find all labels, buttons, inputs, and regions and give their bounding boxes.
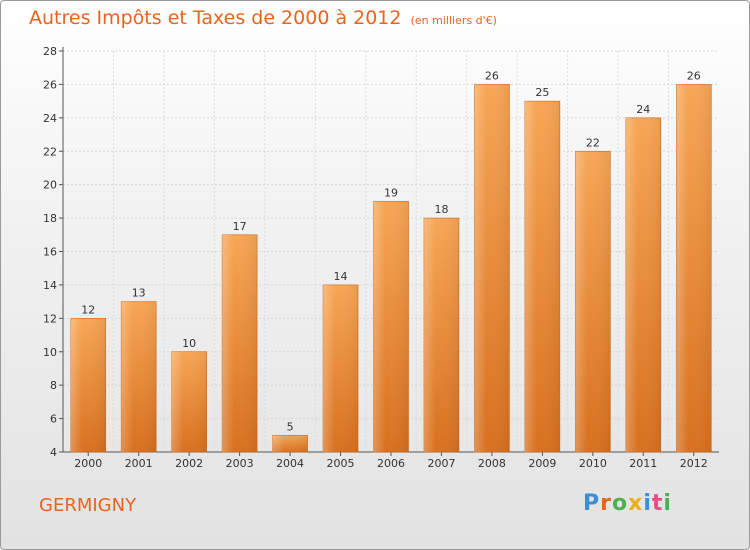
y-tick-label-28: 28 xyxy=(43,45,57,58)
y-tick-label-12: 12 xyxy=(43,312,57,325)
logo-letter: o xyxy=(611,491,629,516)
x-tick-label-2008: 2008 xyxy=(478,457,506,470)
data-label-2009: 25 xyxy=(535,86,549,99)
logo-letter: x xyxy=(628,491,644,516)
x-tick-label-2004: 2004 xyxy=(276,457,304,470)
x-tick-label-2011: 2011 xyxy=(629,457,657,470)
x-tick-label-2012: 2012 xyxy=(680,457,708,470)
x-tick-label-2010: 2010 xyxy=(579,457,607,470)
chart-title-block: Autres Impôts et Taxes de 2000 à 2012 (e… xyxy=(29,7,497,29)
y-tick-label-4: 4 xyxy=(50,446,57,459)
data-label-2000: 12 xyxy=(81,303,95,316)
data-label-2012: 26 xyxy=(687,69,701,82)
data-label-2008: 26 xyxy=(485,69,499,82)
x-tick-label-2006: 2006 xyxy=(377,457,405,470)
logo-letter: r xyxy=(600,491,612,516)
proxiti-logo[interactable]: Proxiti xyxy=(583,491,672,516)
chart-unit-note: (en milliers d'€) xyxy=(410,14,497,27)
bar-shine-2011 xyxy=(625,117,661,452)
bar-shine-2002 xyxy=(171,351,207,452)
bar-shine-2005 xyxy=(323,284,359,452)
bars xyxy=(70,84,712,453)
y-tick-label-10: 10 xyxy=(43,346,57,359)
data-label-2006: 19 xyxy=(384,186,398,199)
bar-shine-2009 xyxy=(524,101,560,452)
data-label-2011: 24 xyxy=(636,103,650,116)
x-tick-label-2003: 2003 xyxy=(226,457,254,470)
logo-letter: P xyxy=(583,491,601,516)
logo-letter: i xyxy=(663,491,672,516)
bar-shine-2006 xyxy=(373,201,409,452)
bar-shine-2000 xyxy=(70,318,106,452)
logo-letter: t xyxy=(651,491,664,516)
data-label-2005: 14 xyxy=(334,270,348,283)
bar-shine-2012 xyxy=(676,84,712,453)
axes: 4 6 8 10 12 14 16 18 20 22 24 26 28 2000 2001 2002 2003 2… xyxy=(43,45,719,470)
y-tick-label-14: 14 xyxy=(43,279,57,292)
x-tick-label-2007: 2007 xyxy=(427,457,455,470)
bar-shine-2008 xyxy=(474,84,510,453)
data-label-2001: 13 xyxy=(132,287,146,300)
y-tick-label-18: 18 xyxy=(43,212,57,225)
y-tick-label-6: 6 xyxy=(50,413,57,426)
data-label-2004: 5 xyxy=(287,420,294,433)
x-tick-label-2009: 2009 xyxy=(528,457,556,470)
commune-name: GERMIGNY xyxy=(39,495,137,516)
logo-letter: i xyxy=(643,491,652,516)
bar-shine-2003 xyxy=(222,234,258,452)
bar-shine-2004 xyxy=(272,435,308,452)
y-tick-label-16: 16 xyxy=(43,246,57,259)
data-labels: 12 13 10 17 5 14 19 18 26 25 22 24 26 xyxy=(81,69,701,433)
x-tick-label-2001: 2001 xyxy=(125,457,153,470)
data-label-2010: 22 xyxy=(586,136,600,149)
y-tick-label-26: 26 xyxy=(43,78,57,91)
x-tick-label-2000: 2000 xyxy=(74,457,102,470)
data-label-2003: 17 xyxy=(233,220,247,233)
y-tick-label-8: 8 xyxy=(50,379,57,392)
y-tick-label-24: 24 xyxy=(43,112,57,125)
x-tick-label-2002: 2002 xyxy=(175,457,203,470)
bar-shine-2001 xyxy=(121,301,157,452)
data-label-2007: 18 xyxy=(434,203,448,216)
bar-shine-2010 xyxy=(575,151,611,452)
y-tick-label-20: 20 xyxy=(43,179,57,192)
bar-shine-2007 xyxy=(423,218,459,452)
data-label-2002: 10 xyxy=(182,337,196,350)
y-tick-label-22: 22 xyxy=(43,145,57,158)
chart-title: Autres Impôts et Taxes de 2000 à 2012 xyxy=(29,7,402,29)
x-tick-label-2005: 2005 xyxy=(327,457,355,470)
